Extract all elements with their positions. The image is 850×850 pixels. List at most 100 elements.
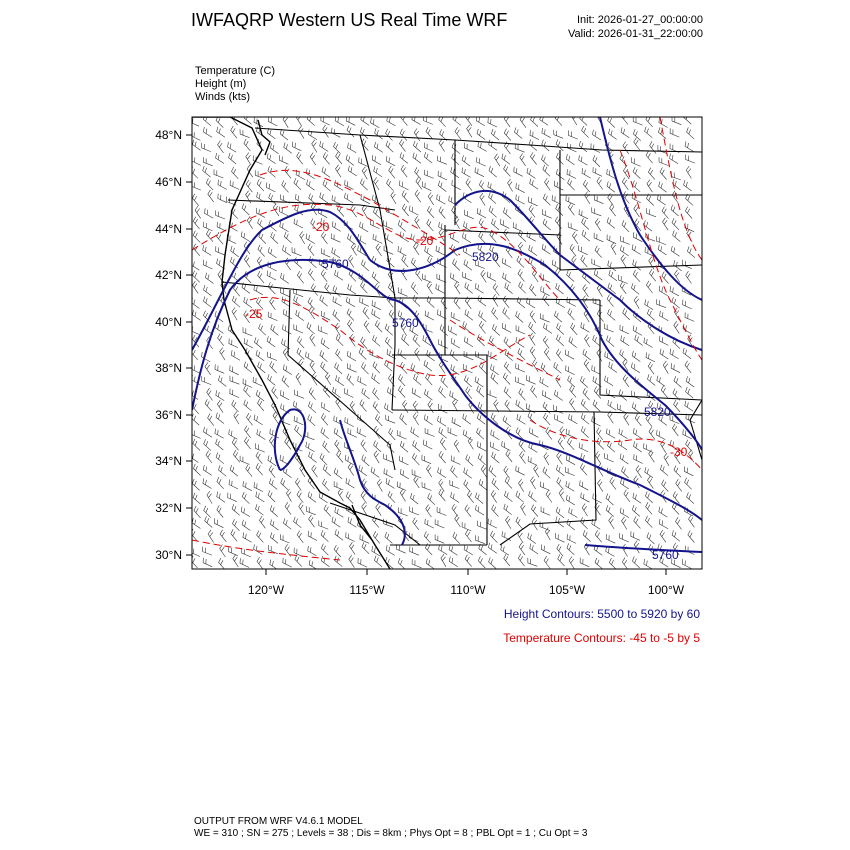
wind-barb: [540, 544, 551, 555]
wind-barb: [658, 157, 669, 166]
wind-barb: [228, 546, 238, 556]
wind-barb: [685, 165, 692, 179]
wind-barb: [440, 375, 449, 388]
wind-barb: [207, 189, 214, 203]
wind-barb: [565, 454, 576, 465]
wind-barb: [661, 479, 669, 492]
wind-barb: [669, 286, 679, 297]
wind-barb: [267, 247, 277, 259]
wind-barb: [255, 350, 265, 362]
wind-barb: [581, 125, 589, 138]
wind-barb: [454, 127, 462, 140]
wind-barb: [280, 390, 290, 401]
wind-barb: [657, 244, 667, 256]
wind-barb: [656, 299, 667, 308]
wind-barb: [529, 310, 537, 324]
wind-barb: [320, 248, 331, 258]
wind-barb: [375, 503, 382, 516]
wind-barb: [529, 427, 539, 438]
lat-label: 34°N: [155, 454, 182, 468]
wind-barb: [580, 398, 589, 411]
wind-barb: [253, 544, 263, 555]
wind-barb: [359, 399, 367, 412]
wind-barb: [205, 450, 213, 464]
wind-barb: [414, 189, 421, 203]
wind-barb: [333, 427, 343, 439]
wind-barb: [648, 400, 656, 413]
wind-barb: [527, 557, 538, 567]
wind-barb: [581, 168, 591, 179]
wind-barb: [467, 490, 474, 503]
wind-barb: [409, 325, 419, 336]
wind-barb: [503, 361, 512, 374]
wind-barb: [232, 295, 241, 308]
wind-barb: [555, 533, 565, 543]
wind-barb: [414, 347, 421, 361]
wind-barb: [424, 246, 433, 258]
wind-barb: [632, 117, 643, 126]
wind-barb: [661, 206, 669, 219]
wind-barb: [477, 244, 487, 255]
wind-barb: [346, 363, 357, 373]
temp-contour-labels: -20 -25 -20 -30: [245, 220, 688, 459]
wind-barb: [331, 195, 342, 205]
wind-barb: [580, 463, 588, 476]
wind-barb: [607, 308, 616, 321]
wind-barb: [596, 427, 604, 440]
wind-barb: [286, 489, 292, 502]
lat-label: 38°N: [155, 361, 182, 375]
wind-barb: [488, 557, 497, 569]
wind-barb: [427, 255, 435, 268]
wind-barb: [310, 283, 318, 296]
wind-barb: [554, 216, 562, 229]
wind-barb: [633, 204, 640, 218]
wind-barb: [410, 233, 419, 245]
wind-barb: [267, 490, 276, 503]
wind-barb: [567, 437, 575, 451]
wind-barb: [631, 350, 641, 362]
wind-barb: [503, 128, 512, 141]
wind-barb: [344, 192, 354, 204]
wind-barb: [656, 236, 667, 245]
wind-barb: [462, 429, 472, 441]
wind-barb: [348, 555, 355, 568]
wind-barb: [631, 504, 640, 517]
wind-barb: [632, 269, 641, 283]
wind-barb: [645, 491, 653, 504]
wind-barb: [474, 376, 484, 388]
wind-barb: [399, 440, 409, 453]
wind-barb: [487, 350, 498, 361]
wind-barb: [228, 338, 239, 348]
wind-barb: [373, 166, 383, 178]
wind-barb: [337, 488, 344, 502]
wind-barb: [293, 218, 304, 229]
wind-barb: [305, 441, 315, 452]
wind-barb: [372, 335, 381, 347]
wind-barb: [270, 519, 279, 531]
wind-barb: [644, 126, 653, 138]
wind-barb: [216, 221, 227, 232]
wind-barb: [619, 349, 628, 361]
wind-barb: [592, 167, 603, 177]
wind-barb: [422, 335, 432, 346]
wind-barb: [242, 327, 253, 337]
wind-barb: [516, 414, 526, 425]
wind-barb: [192, 181, 202, 191]
wind-barb: [490, 412, 499, 425]
wind-barb: [279, 129, 289, 141]
wind-barb: [203, 221, 213, 232]
wind-barb: [385, 545, 395, 556]
wind-barb: [452, 258, 461, 271]
wind-barb: [632, 428, 642, 439]
wind-barb: [517, 269, 525, 282]
wind-barb: [515, 325, 526, 335]
wind-barb: [569, 243, 577, 257]
wind-barb: [647, 361, 655, 375]
wind-barb: [645, 150, 653, 164]
wind-barb: [282, 245, 291, 256]
wind-barb: [657, 145, 668, 154]
wind-barb: [421, 481, 432, 491]
wind-barb: [643, 558, 653, 569]
wind-barb: [503, 465, 510, 479]
wind-barb: [305, 351, 315, 363]
